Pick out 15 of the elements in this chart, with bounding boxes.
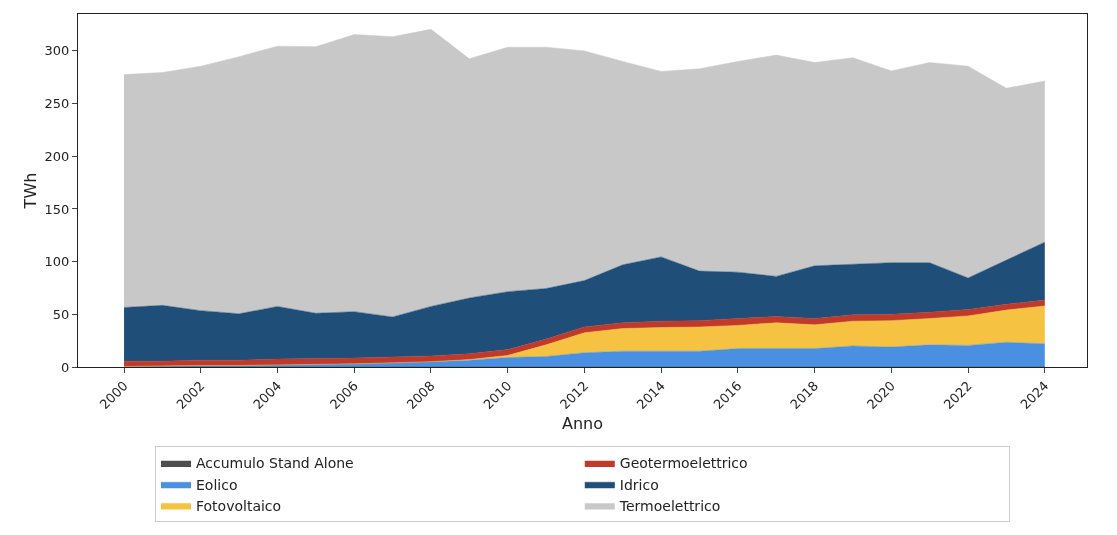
- y-tick-label: 250: [44, 96, 70, 112]
- y-tick-label: 300: [44, 43, 70, 59]
- legend-label: Idrico: [619, 476, 659, 493]
- y-tick-label: 200: [44, 148, 70, 164]
- legend-label: Geotermoelettrico: [619, 455, 748, 472]
- x-axis-title: Anno: [561, 413, 604, 433]
- legend-label: Fotovoltaico: [196, 497, 282, 514]
- y-tick-label: 0: [61, 359, 70, 375]
- y-tick-label: 150: [44, 201, 70, 217]
- legend-label: Accumulo Stand Alone: [196, 455, 354, 472]
- legend-label: Termoelettrico: [618, 497, 721, 514]
- legend-label: Eolico: [196, 476, 238, 493]
- y-tick-label: 50: [52, 306, 70, 322]
- y-tick-label: 100: [44, 254, 70, 270]
- y-axis-title: TWh: [21, 172, 40, 210]
